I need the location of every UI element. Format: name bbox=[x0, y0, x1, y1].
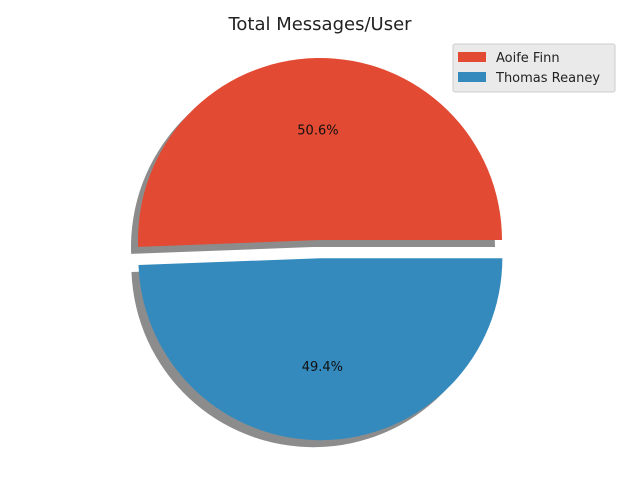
slice-percent-label: 49.4% bbox=[302, 360, 343, 375]
legend-label: Thomas Reaney bbox=[495, 71, 600, 86]
slice-percent-label: 50.6% bbox=[297, 123, 338, 138]
pie-slice bbox=[138, 258, 503, 441]
chart-title: Total Messages/User bbox=[227, 14, 412, 35]
legend: Aoife Finn Thomas Reaney bbox=[452, 43, 616, 93]
legend-frame bbox=[452, 43, 616, 93]
legend-label: Aoife Finn bbox=[496, 51, 560, 66]
legend-swatch bbox=[458, 52, 486, 62]
pie-slice bbox=[137, 58, 502, 247]
legend-swatch bbox=[458, 72, 486, 82]
slice-labels: 50.6% 49.4% bbox=[297, 123, 343, 375]
pie-slices bbox=[137, 58, 503, 441]
